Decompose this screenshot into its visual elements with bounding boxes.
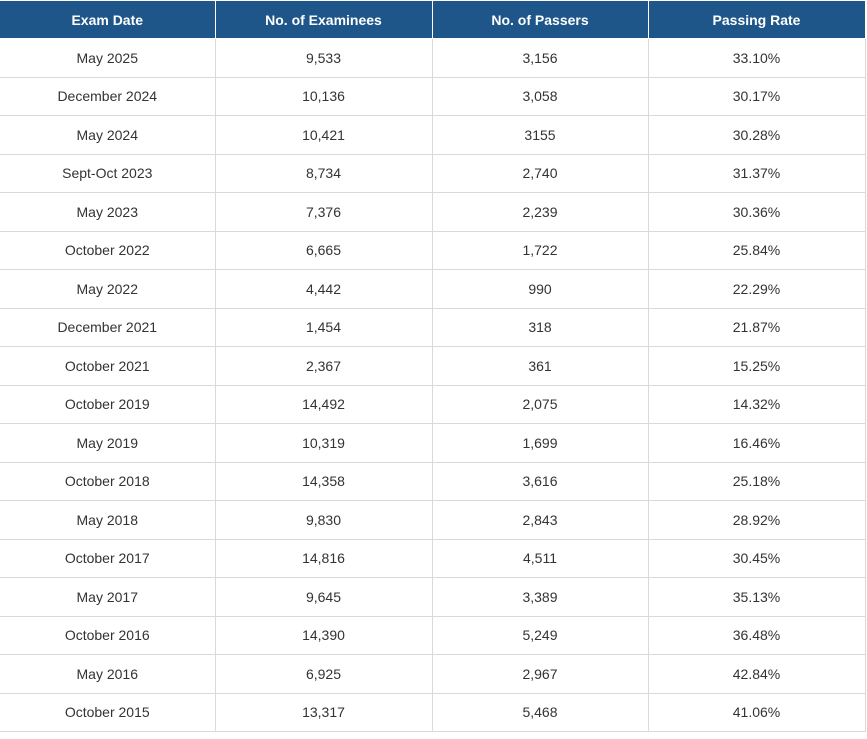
passers-cell: 3,156	[431, 38, 649, 78]
table-row: December 2021 1,454 318 21.87%	[0, 308, 866, 347]
passing-rate-cell: 28.92%	[647, 500, 866, 540]
passing-rate-cell: 21.87%	[647, 308, 866, 347]
table-header: Exam Date No. of Examinees No. of Passer…	[0, 0, 866, 39]
passing-rate-cell: 41.06%	[647, 693, 866, 732]
examinees-cell: 7,376	[214, 192, 433, 232]
table-row: May 2017 9,645 3,389 35.13%	[0, 577, 866, 617]
exam-date-cell: October 2019	[0, 385, 216, 424]
passing-rate-cell: 36.48%	[647, 616, 866, 655]
passers-cell: 2,967	[431, 654, 649, 694]
table-row: October 2016 14,390 5,249 36.48%	[0, 616, 866, 655]
table-row: October 2019 14,492 2,075 14.32%	[0, 385, 866, 424]
table-body: May 2025 9,533 3,156 33.10% December 2024 10,…	[0, 38, 866, 732]
passers-cell: 318	[431, 308, 649, 347]
examinees-cell: 14,492	[214, 385, 433, 424]
passers-cell: 5,468	[431, 693, 649, 732]
examinees-cell: 6,925	[214, 654, 433, 694]
examinees-cell: 4,442	[214, 269, 433, 309]
exam-date-cell: December 2024	[0, 77, 216, 116]
passing-rate-cell: 15.25%	[647, 346, 866, 386]
table-row: May 2022 4,442 990 22.29%	[0, 269, 866, 309]
passing-rate-cell: 30.28%	[647, 115, 866, 155]
exam-date-cell: October 2018	[0, 462, 216, 501]
table-row: October 2017 14,816 4,511 30.45%	[0, 539, 866, 578]
passing-rate-cell: 35.13%	[647, 577, 866, 617]
header-examinees: No. of Examinees	[214, 0, 433, 39]
passing-rate-cell: 25.18%	[647, 462, 866, 501]
exam-date-cell: October 2021	[0, 346, 216, 386]
passers-cell: 4,511	[431, 539, 649, 578]
examinees-cell: 14,816	[214, 539, 433, 578]
exam-date-cell: May 2024	[0, 115, 216, 155]
passing-rate-cell: 30.17%	[647, 77, 866, 116]
table-row: May 2016 6,925 2,967 42.84%	[0, 654, 866, 694]
passing-rate-cell: 31.37%	[647, 154, 866, 193]
examinees-cell: 14,390	[214, 616, 433, 655]
examinees-cell: 8,734	[214, 154, 433, 193]
passing-rate-cell: 25.84%	[647, 231, 866, 270]
passers-cell: 2,075	[431, 385, 649, 424]
header-row: Exam Date No. of Examinees No. of Passer…	[0, 0, 866, 39]
exam-date-cell: May 2023	[0, 192, 216, 232]
exam-date-cell: October 2015	[0, 693, 216, 732]
passers-cell: 3155	[431, 115, 649, 155]
passers-cell: 990	[431, 269, 649, 309]
header-passing-rate: Passing Rate	[647, 0, 866, 39]
examinees-cell: 9,645	[214, 577, 433, 617]
passers-cell: 3,616	[431, 462, 649, 501]
exam-date-cell: October 2016	[0, 616, 216, 655]
table-row: October 2018 14,358 3,616 25.18%	[0, 462, 866, 501]
exam-date-cell: May 2017	[0, 577, 216, 617]
examinees-cell: 9,533	[214, 38, 433, 78]
passers-cell: 2,843	[431, 500, 649, 540]
passing-rate-cell: 22.29%	[647, 269, 866, 309]
exam-date-cell: May 2019	[0, 423, 216, 463]
header-exam-date: Exam Date	[0, 0, 216, 39]
table-row: May 2025 9,533 3,156 33.10%	[0, 38, 866, 78]
examinees-cell: 2,367	[214, 346, 433, 386]
passing-rate-cell: 16.46%	[647, 423, 866, 463]
passers-cell: 1,722	[431, 231, 649, 270]
table-row: May 2024 10,421 3155 30.28%	[0, 115, 866, 155]
examinees-cell: 10,319	[214, 423, 433, 463]
passers-cell: 3,389	[431, 577, 649, 617]
passers-cell: 3,058	[431, 77, 649, 116]
exam-date-cell: October 2017	[0, 539, 216, 578]
passing-rate-cell: 33.10%	[647, 38, 866, 78]
exam-date-cell: May 2016	[0, 654, 216, 694]
exam-date-cell: Sept-Oct 2023	[0, 154, 216, 193]
exam-date-cell: May 2018	[0, 500, 216, 540]
table-row: October 2015 13,317 5,468 41.06%	[0, 693, 866, 732]
table-row: May 2023 7,376 2,239 30.36%	[0, 192, 866, 232]
passing-rate-cell: 30.36%	[647, 192, 866, 232]
examinees-cell: 13,317	[214, 693, 433, 732]
exam-date-cell: May 2022	[0, 269, 216, 309]
examinees-cell: 9,830	[214, 500, 433, 540]
passers-cell: 1,699	[431, 423, 649, 463]
table-row: October 2022 6,665 1,722 25.84%	[0, 231, 866, 270]
passers-cell: 5,249	[431, 616, 649, 655]
examinees-cell: 1,454	[214, 308, 433, 347]
exam-date-cell: October 2022	[0, 231, 216, 270]
table-row: May 2019 10,319 1,699 16.46%	[0, 423, 866, 463]
table-row: May 2018 9,830 2,843 28.92%	[0, 500, 866, 540]
passers-cell: 2,239	[431, 192, 649, 232]
table-row: December 2024 10,136 3,058 30.17%	[0, 77, 866, 116]
exam-date-cell: December 2021	[0, 308, 216, 347]
examinees-cell: 10,421	[214, 115, 433, 155]
passers-cell: 2,740	[431, 154, 649, 193]
passers-cell: 361	[431, 346, 649, 386]
examinees-cell: 10,136	[214, 77, 433, 116]
table-row: October 2021 2,367 361 15.25%	[0, 346, 866, 386]
passing-rate-cell: 14.32%	[647, 385, 866, 424]
examinees-cell: 14,358	[214, 462, 433, 501]
passing-rate-cell: 30.45%	[647, 539, 866, 578]
table-row: Sept-Oct 2023 8,734 2,740 31.37%	[0, 154, 866, 193]
header-passers: No. of Passers	[431, 0, 649, 39]
exam-date-cell: May 2025	[0, 38, 216, 78]
passing-rate-cell: 42.84%	[647, 654, 866, 694]
examinees-cell: 6,665	[214, 231, 433, 270]
